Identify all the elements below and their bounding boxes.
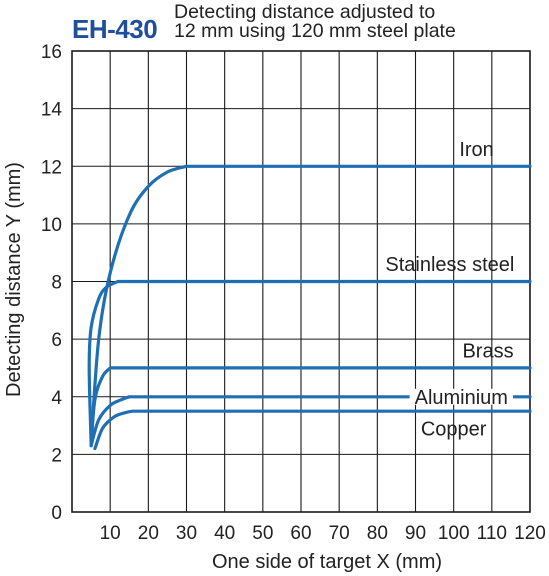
x-tick-label: 40	[214, 523, 235, 544]
series-labels: Iron Stainless steel Brass Aluminium Copper	[385, 139, 514, 440]
y-tick-label: 12	[41, 157, 62, 178]
series-label-iron: Iron	[459, 139, 493, 161]
x-tick-label: 70	[329, 523, 350, 544]
series-line-stainless-steel	[87, 279, 532, 445]
x-tick-label: 90	[405, 523, 426, 544]
y-tick-label: 8	[51, 273, 62, 294]
series-label-aluminium: Aluminium	[415, 387, 508, 409]
x-tick-label: 120	[514, 523, 546, 544]
series-line-iron	[89, 164, 532, 445]
series-line-aluminium	[89, 395, 532, 448]
series-line-brass	[89, 366, 532, 448]
y-tick-label: 2	[51, 445, 62, 466]
series-label-bg-aluminium	[409, 388, 513, 405]
x-tick-label: 50	[252, 523, 273, 544]
y-tick-label: 4	[51, 388, 62, 409]
description-line-2: 12 mm using 120 mm steel plate	[174, 20, 456, 42]
model-name: EH-430	[72, 14, 158, 44]
x-tick-label: 30	[176, 523, 197, 544]
description-line-1: Detecting distance adjusted to	[174, 1, 436, 23]
y-tick-label: 0	[51, 503, 62, 524]
x-tick-label: 10	[100, 523, 121, 544]
y-axis-label: Detecting distance Y (mm)	[3, 162, 25, 397]
series-line-copper	[93, 409, 532, 451]
y-tick-label: 10	[41, 215, 62, 236]
tick-labels: 10 20 30 40 50 60 70 80 90 100 110 120 0 2 4 6 8 10 12 14 16	[41, 42, 546, 544]
x-axis-label: One side of target X (mm)	[212, 551, 442, 573]
series-label-brass: Brass	[462, 341, 513, 363]
chart-description: Detecting distance adjusted to 12 mm usi…	[174, 1, 456, 42]
x-tick-label: 80	[367, 523, 388, 544]
x-tick-label: 100	[438, 523, 470, 544]
y-tick-label: 14	[41, 100, 63, 121]
curves	[87, 164, 532, 451]
y-tick-label: 16	[41, 42, 62, 63]
series-label-copper: Copper	[421, 418, 487, 440]
x-tick-label: 110	[477, 523, 507, 544]
series-label-stainless-steel: Stainless steel	[385, 254, 514, 276]
x-tick-label: 20	[138, 523, 159, 544]
y-tick-label: 6	[51, 330, 62, 351]
x-tick-label: 60	[290, 523, 311, 544]
